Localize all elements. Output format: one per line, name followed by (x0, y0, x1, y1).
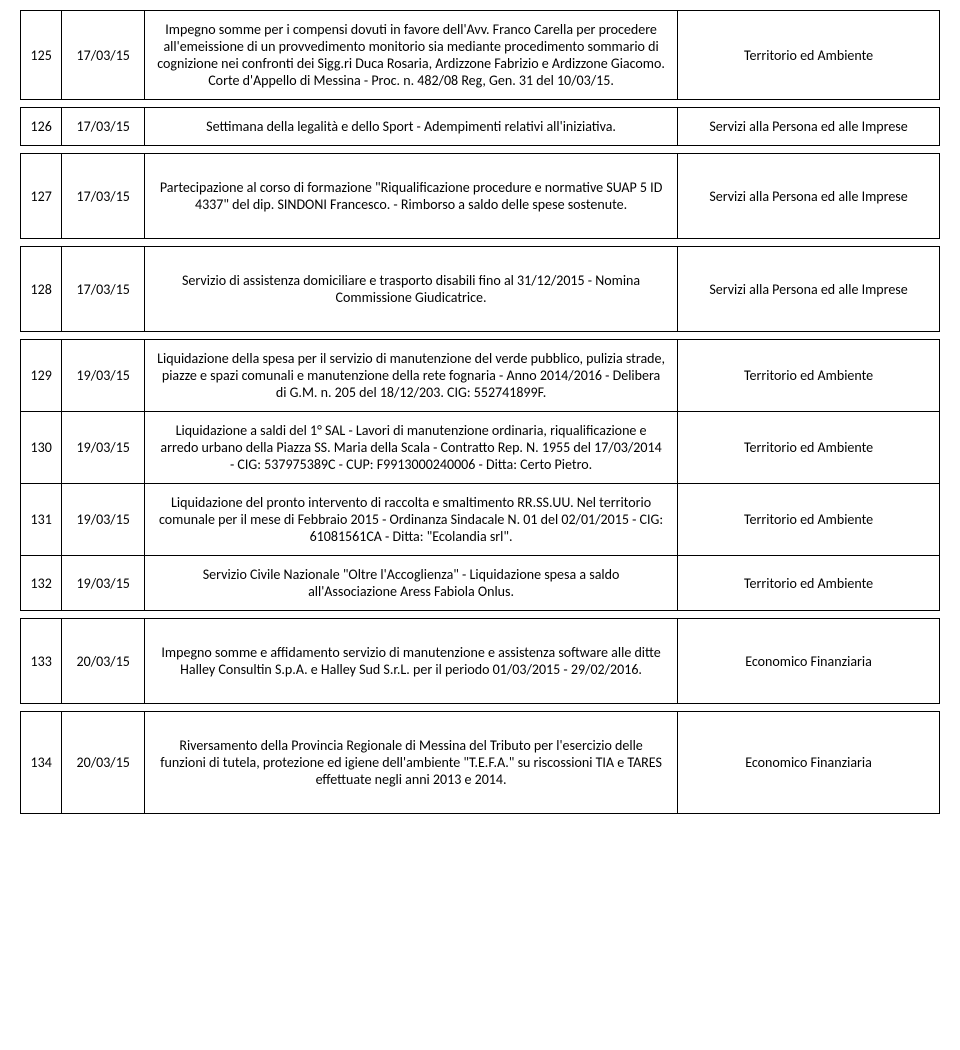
row-date: 20/03/15 (62, 619, 145, 704)
separator-row (21, 611, 940, 619)
separator-row (21, 239, 940, 247)
row-description: Partecipazione al corso di formazione "R… (145, 154, 678, 239)
row-category: Territorio ed Ambiente (678, 11, 940, 100)
row-number: 130 (21, 412, 62, 484)
row-description: Settimana della legalità e dello Sport -… (145, 108, 678, 146)
row-description: Impegno somme e affidamento servizio di … (145, 619, 678, 704)
row-date: 19/03/15 (62, 412, 145, 484)
table-row: 13219/03/15Servizio Civile Nazionale "Ol… (21, 556, 940, 611)
row-number: 125 (21, 11, 62, 100)
table-row: 12817/03/15Servizio di assistenza domici… (21, 247, 940, 332)
row-date: 17/03/15 (62, 11, 145, 100)
row-category: Economico Finanziaria (678, 619, 940, 704)
table-row: 13119/03/15Liquidazione del pronto inter… (21, 484, 940, 556)
row-number: 132 (21, 556, 62, 611)
separator-row (21, 704, 940, 712)
row-category: Economico Finanziaria (678, 712, 940, 814)
row-number: 131 (21, 484, 62, 556)
row-description: Servizio di assistenza domiciliare e tra… (145, 247, 678, 332)
row-number: 134 (21, 712, 62, 814)
table-row: 12919/03/15Liquidazione della spesa per … (21, 340, 940, 412)
row-description: Liquidazione della spesa per il servizio… (145, 340, 678, 412)
row-category: Territorio ed Ambiente (678, 556, 940, 611)
separator-row (21, 332, 940, 340)
table-row: 13320/03/15Impegno somme e affidamento s… (21, 619, 940, 704)
table-row: 12717/03/15Partecipazione al corso di fo… (21, 154, 940, 239)
document-table: 12517/03/15Impegno somme per i compensi … (20, 10, 940, 814)
row-date: 19/03/15 (62, 484, 145, 556)
row-date: 17/03/15 (62, 154, 145, 239)
row-category: Servizi alla Persona ed alle Imprese (678, 247, 940, 332)
row-date: 19/03/15 (62, 556, 145, 611)
table-row: 13019/03/15Liquidazione a saldi del 1° S… (21, 412, 940, 484)
row-category: Territorio ed Ambiente (678, 412, 940, 484)
row-description: Impegno somme per i compensi dovuti in f… (145, 11, 678, 100)
separator-row (21, 146, 940, 154)
row-number: 127 (21, 154, 62, 239)
row-number: 133 (21, 619, 62, 704)
row-description: Riversamento della Provincia Regionale d… (145, 712, 678, 814)
table-row: 12517/03/15Impegno somme per i compensi … (21, 11, 940, 100)
row-date: 20/03/15 (62, 712, 145, 814)
row-date: 17/03/15 (62, 247, 145, 332)
row-category: Servizi alla Persona ed alle Imprese (678, 154, 940, 239)
row-category: Territorio ed Ambiente (678, 484, 940, 556)
row-category: Servizi alla Persona ed alle Imprese (678, 108, 940, 146)
row-description: Liquidazione a saldi del 1° SAL - Lavori… (145, 412, 678, 484)
row-description: Servizio Civile Nazionale "Oltre l'Accog… (145, 556, 678, 611)
table-row: 13420/03/15Riversamento della Provincia … (21, 712, 940, 814)
row-date: 17/03/15 (62, 108, 145, 146)
table-body: 12517/03/15Impegno somme per i compensi … (21, 11, 940, 814)
separator-row (21, 100, 940, 108)
row-number: 129 (21, 340, 62, 412)
row-category: Territorio ed Ambiente (678, 340, 940, 412)
row-number: 128 (21, 247, 62, 332)
row-description: Liquidazione del pronto intervento di ra… (145, 484, 678, 556)
row-date: 19/03/15 (62, 340, 145, 412)
row-number: 126 (21, 108, 62, 146)
table-row: 12617/03/15Settimana della legalità e de… (21, 108, 940, 146)
